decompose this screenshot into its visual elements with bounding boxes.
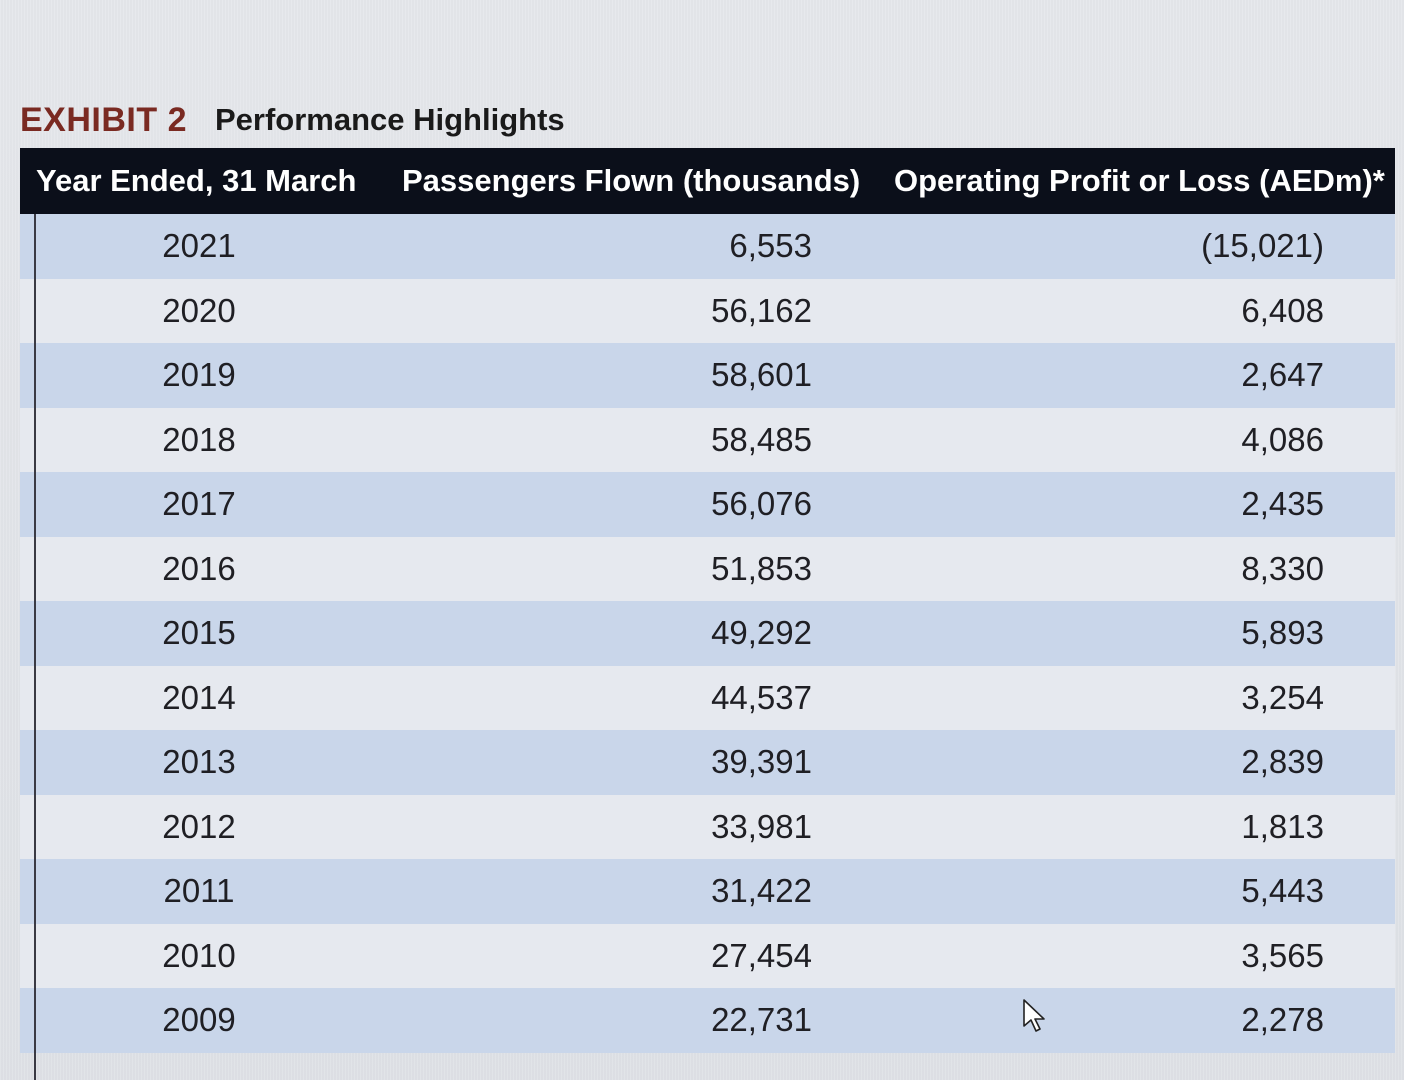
passengers-cell: 27,454 <box>711 936 812 974</box>
year-cell: 2012 <box>162 807 236 845</box>
year-cell: 2010 <box>162 936 236 974</box>
year-cell: 2020 <box>162 291 236 329</box>
year-cell: 2016 <box>162 549 236 587</box>
year-cell: 2021 <box>162 227 236 265</box>
passengers-cell: 49,292 <box>711 614 812 652</box>
profit-cell: 3,254 <box>1241 678 1324 716</box>
passengers-cell: 6,553 <box>729 227 812 265</box>
profit-cell: 5,893 <box>1241 614 1324 652</box>
profit-cell: (15,021) <box>1201 227 1324 265</box>
year-cell: 2017 <box>162 485 236 523</box>
table-row: 2015 49,292 5,893 <box>20 601 1395 666</box>
passengers-cell: 31,422 <box>711 872 812 910</box>
header-passengers: Passengers Flown (thousands) <box>402 163 861 198</box>
table-row: 2013 39,391 2,839 <box>20 730 1395 795</box>
table-header: Year Ended, 31 March Passengers Flown (t… <box>20 148 1395 214</box>
performance-table: Year Ended, 31 March Passengers Flown (t… <box>20 148 1395 1080</box>
table-left-border <box>34 214 36 1080</box>
passengers-cell: 58,601 <box>711 356 812 394</box>
year-cell: 2015 <box>162 614 236 652</box>
profit-cell: 2,435 <box>1241 485 1324 523</box>
passengers-cell: 56,162 <box>711 291 812 329</box>
table-row: 2020 56,162 6,408 <box>20 278 1395 343</box>
table-body: 2021 6,553 (15,021) 2020 56,162 6,408 2019 58,6… <box>20 214 1395 1053</box>
passengers-cell: 56,076 <box>711 485 812 523</box>
profit-cell: 1,813 <box>1241 807 1324 845</box>
header-year: Year Ended, 31 March <box>36 163 357 198</box>
profit-cell: 4,086 <box>1241 420 1324 458</box>
table-row: 2016 51,853 8,330 <box>20 536 1395 601</box>
table-row: 2014 44,537 3,254 <box>20 665 1395 730</box>
profit-cell: 5,443 <box>1241 872 1324 910</box>
passengers-cell: 51,853 <box>711 549 812 587</box>
table-row: 2012 33,981 1,813 <box>20 794 1395 859</box>
passengers-cell: 22,731 <box>711 1001 812 1039</box>
exhibit-label: EXHIBIT 2 <box>20 100 187 139</box>
table-row: 2011 31,422 5,443 <box>20 859 1395 924</box>
passengers-cell: 58,485 <box>711 420 812 458</box>
passengers-cell: 39,391 <box>711 743 812 781</box>
profit-cell: 6,408 <box>1241 291 1324 329</box>
year-cell: 2018 <box>162 420 236 458</box>
profit-cell: 2,839 <box>1241 743 1324 781</box>
table-row: 2019 58,601 2,647 <box>20 343 1395 408</box>
header-profit: Operating Profit or Loss (AEDm)* <box>894 163 1385 198</box>
year-cell: 2014 <box>162 678 236 716</box>
table-row: 2017 56,076 2,435 <box>20 472 1395 537</box>
profit-cell: 8,330 <box>1241 549 1324 587</box>
table-row: 2009 22,731 2,278 <box>20 988 1395 1053</box>
passengers-cell: 44,537 <box>711 678 812 716</box>
table-row: 2021 6,553 (15,021) <box>20 214 1395 279</box>
passengers-cell: 33,981 <box>711 807 812 845</box>
year-cell: 2009 <box>162 1001 236 1039</box>
mouse-pointer-icon <box>1023 999 1045 1032</box>
profit-cell: 2,647 <box>1241 356 1324 394</box>
year-cell: 2019 <box>162 356 236 394</box>
table-row: 2010 27,454 3,565 <box>20 923 1395 988</box>
profit-cell: 2,278 <box>1241 1001 1324 1039</box>
year-cell: 2013 <box>162 743 236 781</box>
exhibit-title: EXHIBIT 2 Performance Highlights <box>20 98 565 142</box>
exhibit-name: Performance Highlights <box>214 102 565 137</box>
year-cell: 2011 <box>163 872 235 910</box>
profit-cell: 3,565 <box>1241 936 1324 974</box>
table-row: 2018 58,485 4,086 <box>20 407 1395 472</box>
